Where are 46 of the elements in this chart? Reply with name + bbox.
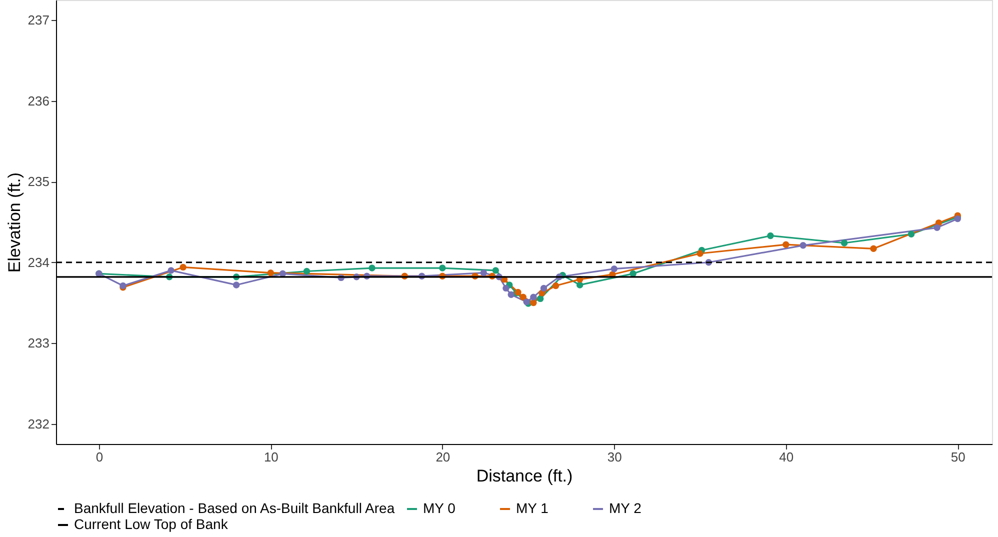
legend-label: MY 2 xyxy=(609,500,642,516)
point xyxy=(540,284,548,292)
y-tick-label: 234 xyxy=(28,254,50,270)
point xyxy=(480,270,487,276)
point xyxy=(530,299,537,306)
point xyxy=(576,282,584,288)
y-tick-label: 235 xyxy=(28,174,50,190)
y-tick-label: 237 xyxy=(28,12,50,28)
x-tick-label: 40 xyxy=(779,450,794,464)
point xyxy=(508,291,514,298)
point xyxy=(368,264,376,272)
legend-label: MY 0 xyxy=(423,500,456,516)
point xyxy=(180,264,186,271)
point xyxy=(267,270,274,276)
y-tick-label: 233 xyxy=(28,336,50,351)
point xyxy=(908,230,915,238)
legend-label: Bankfull Elevation - Based on As-Built Bankfull Area xyxy=(74,500,395,516)
y-tick-label: 236 xyxy=(28,93,50,108)
x-tick-label: 30 xyxy=(607,450,622,464)
point xyxy=(782,241,790,248)
point xyxy=(303,268,310,275)
point xyxy=(232,282,240,288)
point xyxy=(840,240,848,246)
point xyxy=(168,267,174,274)
point xyxy=(696,250,704,257)
x-tick-label: 50 xyxy=(950,450,966,464)
y-axis-title: Elevation (ft.) xyxy=(4,172,24,273)
x-axis-title: Distance (ft.) xyxy=(476,466,573,486)
point xyxy=(610,265,618,272)
point xyxy=(800,242,806,249)
point xyxy=(502,284,510,292)
x-tick-label: 0 xyxy=(96,450,104,464)
point xyxy=(934,224,940,231)
point xyxy=(439,264,446,272)
x-tick-label: 20 xyxy=(436,450,450,464)
x-tick-label: 10 xyxy=(264,450,278,464)
y-tick-label: 232 xyxy=(28,416,50,432)
point xyxy=(767,232,774,240)
point xyxy=(870,245,877,252)
legend-label: Current Low Top of Bank xyxy=(74,516,229,532)
point xyxy=(520,294,526,300)
point xyxy=(530,294,537,300)
point xyxy=(536,295,544,302)
point xyxy=(492,267,500,274)
legend-label: MY 1 xyxy=(516,500,549,516)
point xyxy=(552,282,560,290)
